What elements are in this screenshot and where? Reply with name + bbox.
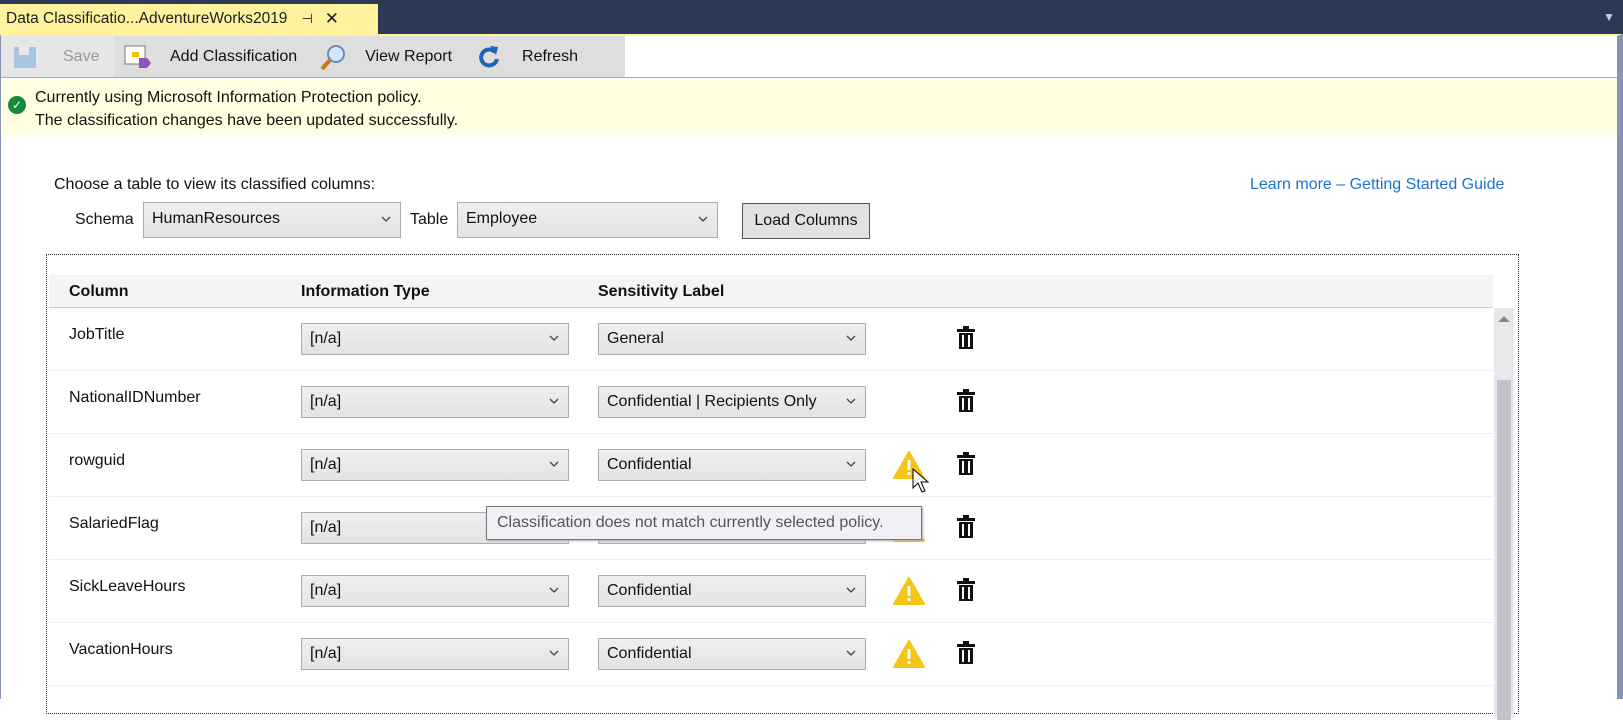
- policy-mismatch-tooltip: Classification does not match currently …: [486, 506, 922, 540]
- refresh-button[interactable]: Refresh: [476, 44, 578, 70]
- scroll-up-arrow-icon[interactable]: [1498, 316, 1510, 322]
- warning-icon[interactable]: [893, 639, 925, 669]
- column-name: JobTitle: [69, 326, 125, 343]
- sensitivity-label-value: Confidential: [607, 582, 692, 599]
- sensitivity-label-dropdown[interactable]: Confidential | Recipients Only: [598, 386, 866, 418]
- information-type-dropdown[interactable]: [n/a]: [301, 449, 569, 481]
- information-type-value: [n/a]: [310, 519, 342, 536]
- refresh-icon: [476, 44, 502, 70]
- table-tag-icon: [124, 44, 151, 70]
- grid-header: Column Information Type Sensitivity Labe…: [49, 275, 1493, 308]
- delete-icon[interactable]: [956, 578, 976, 602]
- chevron-down-icon: [846, 650, 856, 656]
- learn-more-link[interactable]: Learn more – Getting Started Guide: [1250, 176, 1505, 193]
- warning-icon[interactable]: [893, 576, 925, 606]
- information-type-value: [n/a]: [310, 330, 342, 347]
- magnifier-icon: [319, 44, 346, 70]
- information-type-value: [n/a]: [310, 456, 342, 473]
- sensitivity-label-dropdown[interactable]: Confidential: [598, 638, 866, 670]
- delete-icon[interactable]: [956, 389, 976, 413]
- tab-dropdown-icon[interactable]: ▼: [1603, 10, 1615, 24]
- table-row: SickLeaveHours [n/a] Confidential: [49, 560, 1493, 623]
- information-type-dropdown[interactable]: [n/a]: [301, 638, 569, 670]
- check-circle-icon: ✓: [8, 96, 26, 114]
- mouse-cursor-icon: [912, 468, 930, 493]
- column-name: SalariedFlag: [69, 515, 159, 532]
- toolbar: Save Add Classification View Report Refr…: [1, 36, 1617, 78]
- chevron-down-icon: [549, 335, 559, 341]
- close-icon[interactable]: ✕: [324, 9, 340, 28]
- table-row: NationalIDNumber [n/a] Confidential | Re…: [49, 371, 1493, 434]
- chevron-down-icon: [549, 398, 559, 404]
- banner-line-1: Currently using Microsoft Information Pr…: [35, 89, 422, 106]
- chevron-down-icon: [846, 398, 856, 404]
- schema-label: Schema: [75, 211, 134, 228]
- delete-icon[interactable]: [956, 452, 976, 476]
- information-type-dropdown[interactable]: [n/a]: [301, 323, 569, 355]
- information-type-value: [n/a]: [310, 645, 342, 662]
- information-type-dropdown[interactable]: [n/a]: [301, 575, 569, 607]
- save-button[interactable]: Save: [1, 36, 114, 77]
- column-name: SickLeaveHours: [69, 578, 186, 595]
- information-type-value: [n/a]: [310, 582, 342, 599]
- document-tab[interactable]: Data Classificatio...AdventureWorks2019 …: [0, 4, 378, 34]
- sensitivity-label-value: Confidential | Recipients Only: [607, 393, 817, 410]
- chevron-down-icon: [846, 335, 856, 341]
- scroll-thumb[interactable]: [1497, 380, 1511, 720]
- sensitivity-label-value: Confidential: [607, 645, 692, 662]
- table-row: VacationHours [n/a] Confidential: [49, 623, 1493, 686]
- column-name: VacationHours: [69, 641, 173, 658]
- window-frame: [0, 34, 1623, 699]
- pin-icon[interactable]: ⊣: [301, 11, 313, 26]
- table-label: Table: [410, 211, 449, 228]
- chevron-down-icon: [698, 216, 708, 222]
- chevron-down-icon: [381, 216, 391, 222]
- header-information-type: Information Type: [301, 283, 430, 300]
- table-row: JobTitle [n/a] General: [49, 308, 1493, 371]
- information-type-value: [n/a]: [310, 393, 342, 410]
- choose-table-prompt: Choose a table to view its classified co…: [54, 176, 376, 193]
- information-type-dropdown[interactable]: [n/a]: [301, 386, 569, 418]
- info-banner: ✓ Currently using Microsoft Information …: [1, 79, 1617, 135]
- table-dropdown[interactable]: Employee: [457, 202, 718, 238]
- table-row: rowguid [n/a] Confidential: [49, 434, 1493, 497]
- column-name: rowguid: [69, 452, 126, 469]
- sensitivity-label-dropdown[interactable]: Confidential: [598, 575, 866, 607]
- header-column: Column: [69, 283, 129, 300]
- view-report-button[interactable]: View Report: [319, 44, 452, 70]
- tab-title: Data Classificatio...AdventureWorks2019: [6, 10, 288, 27]
- schema-dropdown[interactable]: HumanResources: [143, 202, 401, 238]
- sensitivity-label-dropdown[interactable]: General: [598, 323, 866, 355]
- sensitivity-label-value: General: [607, 330, 664, 347]
- column-name: NationalIDNumber: [69, 389, 201, 406]
- save-icon: [13, 44, 39, 70]
- banner-line-2: The classification changes have been upd…: [35, 112, 459, 129]
- delete-icon[interactable]: [956, 515, 976, 539]
- classification-grid: Column Information Type Sensitivity Labe…: [46, 254, 1519, 720]
- chevron-down-icon: [549, 587, 559, 593]
- load-columns-button[interactable]: Load Columns: [742, 203, 870, 239]
- chevron-down-icon: [846, 461, 856, 467]
- add-classification-button[interactable]: Add Classification: [124, 44, 297, 70]
- document-tab-bar: Data Classificatio...AdventureWorks2019 …: [0, 0, 1623, 34]
- table-value: Employee: [466, 210, 538, 227]
- toolbar-group: Add Classification View Report Refresh: [114, 36, 625, 77]
- vertical-scrollbar[interactable]: [1494, 308, 1514, 720]
- chevron-down-icon: [549, 650, 559, 656]
- schema-value: HumanResources: [152, 210, 281, 227]
- sensitivity-label-value: Confidential: [607, 456, 692, 473]
- delete-icon[interactable]: [956, 641, 976, 665]
- sensitivity-label-dropdown[interactable]: Confidential: [598, 449, 866, 481]
- delete-icon[interactable]: [956, 326, 976, 350]
- chevron-down-icon: [846, 587, 856, 593]
- chevron-down-icon: [549, 461, 559, 467]
- header-sensitivity-label: Sensitivity Label: [598, 283, 725, 300]
